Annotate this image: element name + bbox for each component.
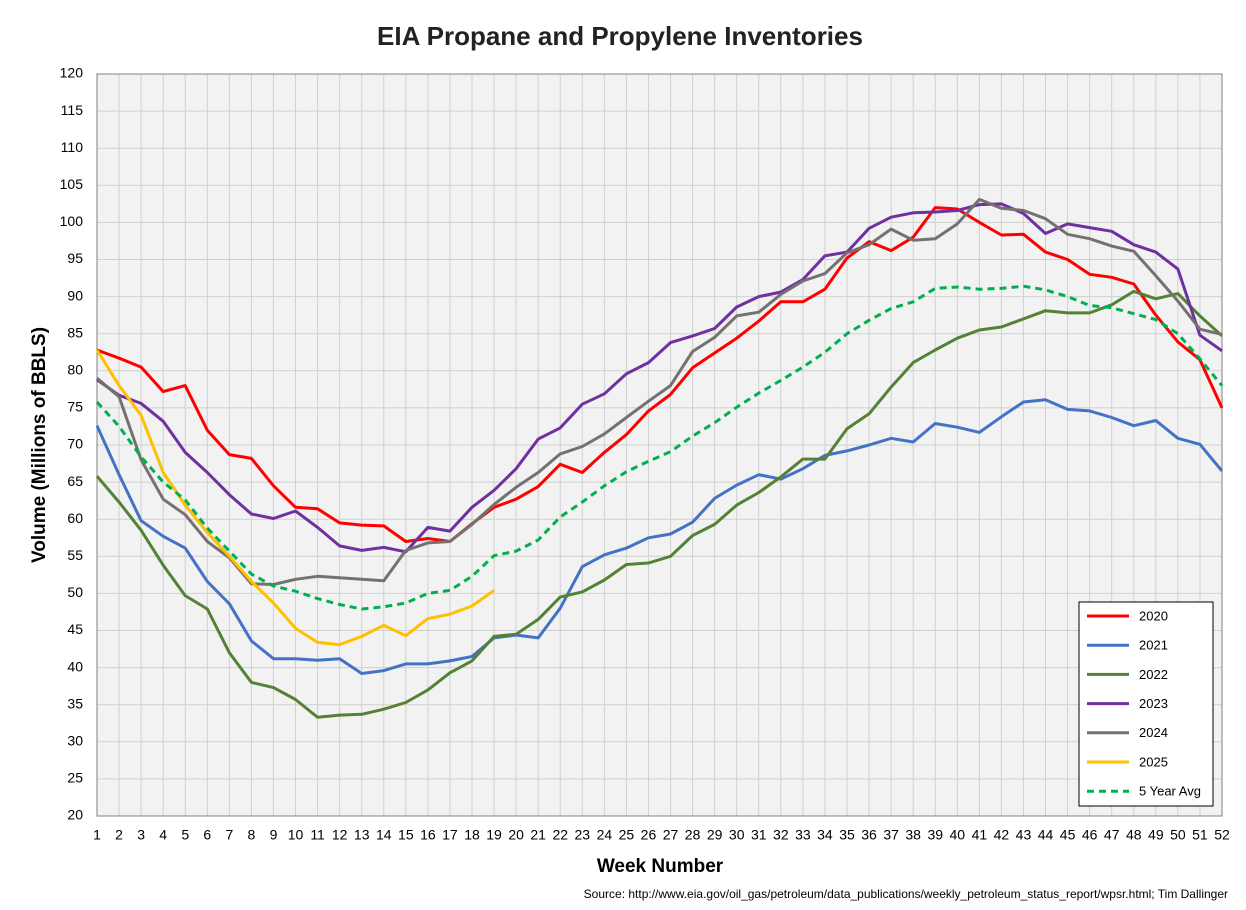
x-tick-label: 16 (420, 827, 436, 843)
x-tick-label: 43 (1016, 827, 1032, 843)
x-tick-label: 29 (707, 827, 723, 843)
x-tick-label: 37 (883, 827, 899, 843)
x-tick-label: 17 (442, 827, 458, 843)
series-line (95, 289, 1224, 719)
y-tick-label: 30 (67, 733, 83, 749)
x-tick-label: 7 (225, 827, 233, 843)
x-axis-label: Week Number (597, 856, 724, 877)
series-line (96, 206, 1224, 543)
y-tick-label: 45 (67, 621, 83, 637)
legend-label: 2021 (1139, 638, 1168, 653)
x-tick-label: 2 (115, 827, 123, 843)
series-line (95, 284, 1224, 611)
legend-label: 5 Year Avg (1139, 784, 1201, 799)
x-tick-label: 18 (464, 827, 480, 843)
y-tick-label: 100 (60, 213, 84, 229)
x-tick-label: 39 (927, 827, 943, 843)
x-tick-label: 14 (376, 827, 392, 843)
x-tick-label: 11 (310, 827, 325, 843)
legend-label: 2025 (1139, 754, 1168, 769)
y-tick-label: 40 (67, 658, 83, 674)
x-tick-label: 46 (1082, 827, 1098, 843)
x-tick-label: 38 (905, 827, 921, 843)
x-tick-label: 47 (1104, 827, 1120, 843)
x-tick-label: 32 (773, 827, 789, 843)
x-tick-label: 50 (1170, 827, 1186, 843)
x-tick-label: 48 (1126, 827, 1142, 843)
source-note: Source: http://www.eia.gov/oil_gas/petro… (584, 887, 1228, 901)
y-tick-label: 105 (60, 176, 84, 192)
legend-label: 2022 (1139, 667, 1168, 682)
x-tick-label: 35 (839, 827, 855, 843)
chart-title: EIA Propane and Propylene Inventories (377, 21, 863, 51)
y-tick-label: 75 (67, 399, 83, 415)
y-tick-label: 120 (60, 65, 84, 81)
y-tick-label: 35 (67, 695, 83, 711)
y-tick-label: 55 (67, 547, 83, 563)
plot-border (96, 73, 1223, 817)
x-tick-label: 10 (288, 827, 304, 843)
x-tick-label: 5 (181, 827, 189, 843)
y-tick-label: 80 (67, 362, 83, 378)
y-tick-label: 110 (61, 139, 84, 155)
x-tick-label: 45 (1060, 827, 1076, 843)
x-tick-label: 3 (137, 827, 145, 843)
legend-label: 2020 (1139, 608, 1168, 623)
legend-label: 2024 (1139, 725, 1168, 740)
x-tick-label: 6 (203, 827, 211, 843)
x-tick-label: 12 (332, 827, 348, 843)
x-tick-label: 22 (552, 827, 568, 843)
legend-label: 2023 (1139, 696, 1168, 711)
x-tick-label: 20 (508, 827, 524, 843)
x-tick-label: 19 (486, 827, 502, 843)
x-tick-label: 40 (950, 827, 966, 843)
x-tick-label: 4 (159, 827, 167, 843)
x-tick-label: 9 (270, 827, 278, 843)
x-tick-label: 36 (861, 827, 877, 843)
x-tick-label: 44 (1038, 827, 1054, 843)
series-line (95, 349, 495, 647)
x-tick-label: 13 (354, 827, 370, 843)
y-tick-label: 95 (67, 250, 83, 266)
y-tick-label: 90 (67, 287, 83, 303)
y-tick-label: 70 (67, 436, 83, 452)
x-tick-label: 42 (994, 827, 1010, 843)
series-line (95, 398, 1224, 675)
y-tick-label: 65 (67, 473, 83, 489)
x-tick-label: 27 (663, 827, 679, 843)
y-tick-label: 115 (61, 102, 84, 118)
x-tick-label: 8 (248, 827, 256, 843)
y-tick-label: 50 (67, 584, 83, 600)
x-tick-label: 21 (530, 827, 546, 843)
x-tick-label: 52 (1214, 827, 1230, 843)
series-line (96, 197, 1223, 586)
x-tick-label: 15 (398, 827, 414, 843)
x-tick-label: 34 (817, 827, 833, 843)
series-line (96, 202, 1223, 554)
x-tick-label: 24 (597, 827, 613, 843)
x-tick-label: 30 (729, 827, 745, 843)
x-tick-label: 41 (972, 827, 988, 843)
x-tick-label: 26 (641, 827, 657, 843)
x-tick-label: 31 (751, 827, 767, 843)
y-tick-label: 85 (67, 324, 83, 340)
x-tick-label: 49 (1148, 827, 1164, 843)
x-tick-label: 25 (619, 827, 635, 843)
x-tick-label: 33 (795, 827, 811, 843)
y-tick-label: 60 (67, 510, 83, 526)
x-tick-label: 23 (575, 827, 591, 843)
x-tick-label: 51 (1192, 827, 1208, 843)
y-tick-label: 25 (67, 770, 83, 786)
x-tick-label: 1 (93, 827, 101, 843)
x-tick-label: 28 (685, 827, 701, 843)
y-tick-label: 20 (67, 807, 83, 823)
y-axis-label: Volume (Millions of BBLS) (29, 327, 50, 563)
